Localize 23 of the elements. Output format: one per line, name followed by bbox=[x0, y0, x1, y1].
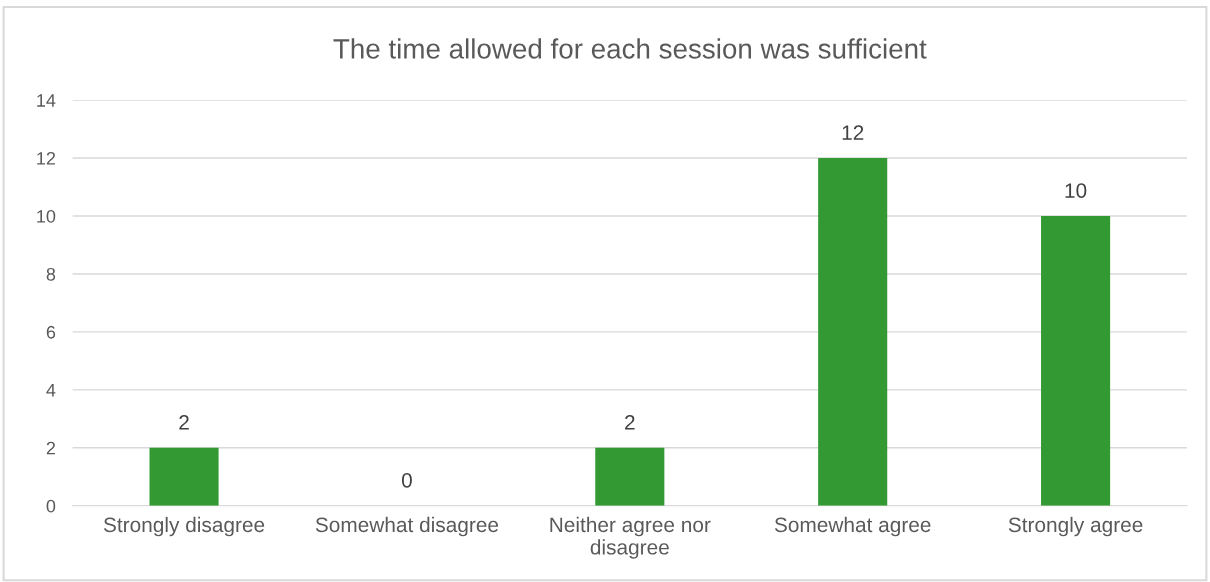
x-tick-label: Strongly disagree bbox=[103, 516, 265, 537]
bar bbox=[595, 447, 665, 506]
data-label: 2 bbox=[179, 415, 189, 430]
x-tick-label: Strongly agree bbox=[1008, 516, 1143, 537]
y-tick-label: 12 bbox=[37, 151, 56, 165]
y-tick-label: 0 bbox=[46, 499, 56, 513]
y-tick-label: 8 bbox=[46, 267, 56, 281]
data-label: 12 bbox=[842, 125, 864, 140]
y-tick-label: 14 bbox=[37, 94, 56, 107]
bar bbox=[149, 447, 219, 506]
y-tick-label: 10 bbox=[37, 209, 56, 223]
y-tick-label: 6 bbox=[46, 325, 56, 339]
chart-title: The time allowed for each session was sufficient bbox=[333, 38, 927, 59]
y-tick-label: 2 bbox=[46, 441, 56, 455]
data-label: 10 bbox=[1065, 183, 1087, 198]
x-tick-label: Somewhat agree bbox=[774, 516, 931, 537]
bar bbox=[1041, 216, 1111, 506]
data-label: 2 bbox=[625, 415, 635, 430]
bar bbox=[818, 158, 888, 506]
data-label: 0 bbox=[401, 473, 412, 488]
x-tick-label: Neither agree nor disagree bbox=[550, 516, 711, 559]
y-tick-label: 4 bbox=[46, 383, 56, 397]
x-tick-label: Somewhat disagree bbox=[315, 516, 499, 537]
